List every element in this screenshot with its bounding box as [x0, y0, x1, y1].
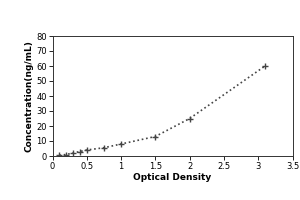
- Y-axis label: Concentration(ng/mL): Concentration(ng/mL): [25, 40, 34, 152]
- X-axis label: Optical Density: Optical Density: [134, 173, 212, 182]
